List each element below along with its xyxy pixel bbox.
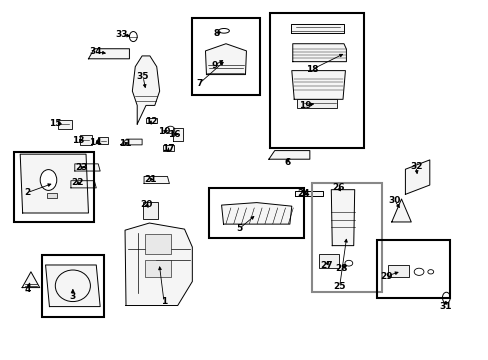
Polygon shape	[125, 223, 192, 306]
Ellipse shape	[129, 32, 137, 41]
Bar	[191, 18, 260, 95]
Text: 15: 15	[49, 119, 61, 128]
Polygon shape	[121, 139, 142, 145]
Ellipse shape	[344, 260, 352, 266]
Polygon shape	[290, 24, 344, 33]
Text: 33: 33	[115, 30, 127, 39]
Text: 22: 22	[71, 178, 84, 187]
Text: 32: 32	[409, 162, 422, 171]
Bar	[144, 260, 171, 277]
Text: 25: 25	[333, 282, 345, 291]
Ellipse shape	[427, 270, 433, 274]
Text: 28: 28	[334, 265, 346, 274]
Text: 8: 8	[213, 29, 220, 38]
Text: 6: 6	[284, 158, 290, 167]
Text: 17: 17	[162, 144, 174, 153]
Text: 12: 12	[144, 117, 157, 126]
Polygon shape	[45, 265, 100, 307]
Bar	[146, 118, 157, 123]
Text: 21: 21	[144, 175, 157, 184]
Bar	[311, 183, 381, 292]
Text: 9: 9	[211, 61, 217, 70]
Bar	[209, 188, 304, 238]
Text: 34: 34	[89, 47, 102, 56]
Text: 13: 13	[72, 136, 85, 145]
Bar	[162, 145, 174, 150]
Polygon shape	[75, 164, 100, 171]
Polygon shape	[391, 199, 410, 222]
Text: 29: 29	[380, 271, 392, 280]
Text: 2: 2	[24, 188, 31, 197]
Bar	[144, 234, 171, 253]
Bar	[98, 136, 108, 144]
Text: 31: 31	[438, 302, 451, 311]
Bar	[269, 13, 363, 148]
Bar	[42, 255, 104, 317]
Text: 11: 11	[119, 139, 131, 148]
Text: 35: 35	[137, 72, 149, 81]
Bar	[387, 265, 408, 277]
Polygon shape	[268, 150, 309, 159]
Text: 20: 20	[140, 200, 152, 209]
Text: 3: 3	[70, 292, 76, 301]
Text: 18: 18	[305, 65, 317, 74]
Text: 4: 4	[24, 285, 31, 294]
Polygon shape	[221, 203, 291, 224]
Polygon shape	[205, 44, 246, 75]
Polygon shape	[132, 56, 159, 124]
Ellipse shape	[413, 268, 423, 275]
Polygon shape	[330, 190, 354, 246]
Bar	[376, 240, 449, 298]
Polygon shape	[20, 154, 88, 213]
Text: 23: 23	[75, 163, 87, 172]
Bar	[58, 120, 72, 129]
Polygon shape	[22, 272, 40, 288]
Ellipse shape	[218, 28, 229, 33]
Ellipse shape	[40, 170, 57, 190]
Text: 27: 27	[320, 261, 332, 270]
Bar	[318, 254, 338, 268]
Bar	[14, 152, 94, 222]
Polygon shape	[88, 49, 129, 59]
Text: 16: 16	[168, 130, 180, 139]
Bar	[297, 99, 336, 108]
Text: 7: 7	[196, 79, 203, 88]
Ellipse shape	[165, 126, 174, 134]
Ellipse shape	[442, 292, 449, 303]
Bar	[46, 193, 57, 198]
Text: 1: 1	[161, 297, 167, 306]
Text: 14: 14	[89, 138, 102, 147]
Text: 26: 26	[331, 183, 344, 192]
Polygon shape	[173, 128, 183, 140]
Text: 10: 10	[158, 127, 170, 136]
Polygon shape	[144, 176, 169, 184]
Text: 30: 30	[387, 196, 400, 205]
Bar	[80, 135, 92, 145]
Text: 5: 5	[236, 224, 242, 233]
Text: 24: 24	[297, 189, 310, 198]
Polygon shape	[292, 44, 346, 62]
Polygon shape	[291, 71, 345, 99]
Bar	[143, 202, 158, 219]
Text: 19: 19	[299, 101, 311, 110]
Polygon shape	[295, 191, 322, 197]
Polygon shape	[71, 181, 96, 188]
Polygon shape	[405, 160, 429, 194]
